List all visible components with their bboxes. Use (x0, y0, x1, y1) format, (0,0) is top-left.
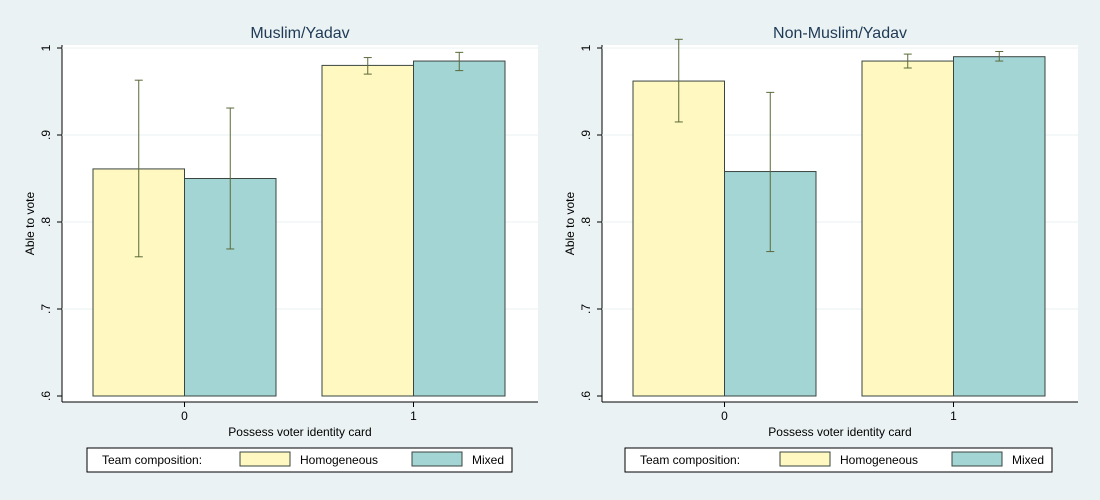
chart-panel-2: Non-Muslim/Yadav .6 .7 .8 .9 1 Able to vote 0 1 P… (563, 25, 1078, 473)
legend-title: Team composition: (102, 453, 202, 467)
y-tick-label: .9 (579, 130, 593, 140)
y-tick-label: .6 (579, 391, 593, 401)
y-axis-label: Able to vote (563, 191, 577, 255)
legend-swatch-mixed (951, 451, 1003, 467)
legend-swatch-mixed (411, 451, 463, 467)
y-tick-label: .8 (579, 217, 593, 227)
y-tick-label: 1 (39, 44, 53, 51)
x-tick-label: 1 (950, 409, 957, 423)
chart-title: Non-Muslim/Yadav (773, 25, 907, 42)
x-tick-label: 0 (721, 409, 728, 423)
bar-mixed-1 (413, 60, 506, 397)
y-tick-label: .8 (39, 217, 53, 227)
legend-label-mixed: Mixed (472, 453, 504, 467)
chart-title: Muslim/Yadav (250, 25, 349, 42)
legend-label-homogeneous: Homogeneous (840, 453, 918, 467)
y-tick-label: .7 (579, 304, 593, 314)
legend-label-homogeneous: Homogeneous (300, 453, 378, 467)
bar-homogeneous-1 (861, 60, 954, 397)
x-tick-label: 0 (181, 409, 188, 423)
x-axis-label: Possess voter identity card (768, 425, 911, 439)
y-tick-label: .6 (39, 391, 53, 401)
legend: Team composition: Homogeneous Mixed (86, 447, 513, 473)
legend-title: Team composition: (640, 453, 740, 467)
y-tick-label: .7 (39, 304, 53, 314)
legend-swatch-homogeneous (779, 451, 831, 467)
chart-panel-1: Muslim/Yadav .6 .7 .8 .9 1 Able to vote 0 1 Posse… (23, 25, 538, 473)
y-tick-label: .9 (39, 130, 53, 140)
x-tick-label: 1 (410, 409, 417, 423)
legend: Team composition: Homogeneous Mixed (624, 447, 1053, 473)
bar-homogeneous-1 (321, 64, 414, 397)
x-axis-label: Possess voter identity card (228, 425, 371, 439)
legend-label-mixed: Mixed (1012, 453, 1044, 467)
y-axis-label: Able to vote (23, 191, 37, 255)
legend-swatch-homogeneous (239, 451, 291, 467)
bar-homogeneous-0 (632, 80, 725, 397)
y-tick-label: 1 (579, 44, 593, 51)
bar-mixed-1 (953, 56, 1046, 397)
